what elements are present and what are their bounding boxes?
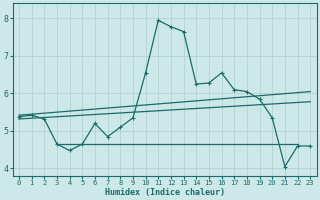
- X-axis label: Humidex (Indice chaleur): Humidex (Indice chaleur): [105, 188, 225, 197]
